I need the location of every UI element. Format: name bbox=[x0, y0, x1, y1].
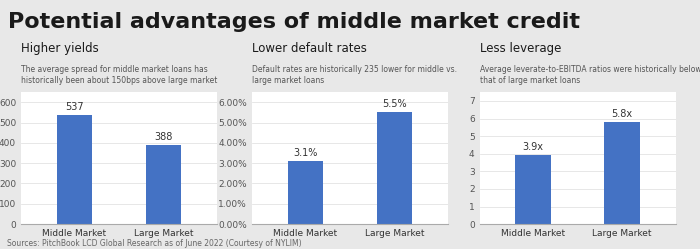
Text: Less leverage: Less leverage bbox=[480, 42, 561, 55]
Text: Default rates are historically 235 lower for middle vs.
large market loans: Default rates are historically 235 lower… bbox=[252, 65, 457, 85]
Bar bbox=[377, 113, 412, 224]
Text: Lower default rates: Lower default rates bbox=[252, 42, 367, 55]
Bar bbox=[57, 115, 92, 224]
Bar bbox=[515, 155, 551, 224]
Text: 5.8x: 5.8x bbox=[612, 109, 633, 119]
Text: 3.9x: 3.9x bbox=[522, 142, 543, 152]
Text: Sources: PitchBook LCD Global Research as of June 2022 (Courtesy of NYLIM): Sources: PitchBook LCD Global Research a… bbox=[7, 239, 302, 248]
Text: 5.5%: 5.5% bbox=[382, 99, 407, 109]
Text: Higher yields: Higher yields bbox=[21, 42, 99, 55]
Text: Average leverate-to-EBITDA ratios were historically below
that of large market l: Average leverate-to-EBITDA ratios were h… bbox=[480, 65, 700, 85]
Text: Potential advantages of middle market credit: Potential advantages of middle market cr… bbox=[8, 12, 580, 32]
Text: 388: 388 bbox=[155, 132, 173, 142]
Bar bbox=[604, 122, 640, 224]
Bar bbox=[288, 161, 323, 224]
Text: 3.1%: 3.1% bbox=[293, 148, 318, 158]
Text: 537: 537 bbox=[65, 102, 84, 112]
Text: The average spread for middle market loans has
historically been about 150bps ab: The average spread for middle market loa… bbox=[21, 65, 218, 85]
Bar bbox=[146, 145, 181, 224]
